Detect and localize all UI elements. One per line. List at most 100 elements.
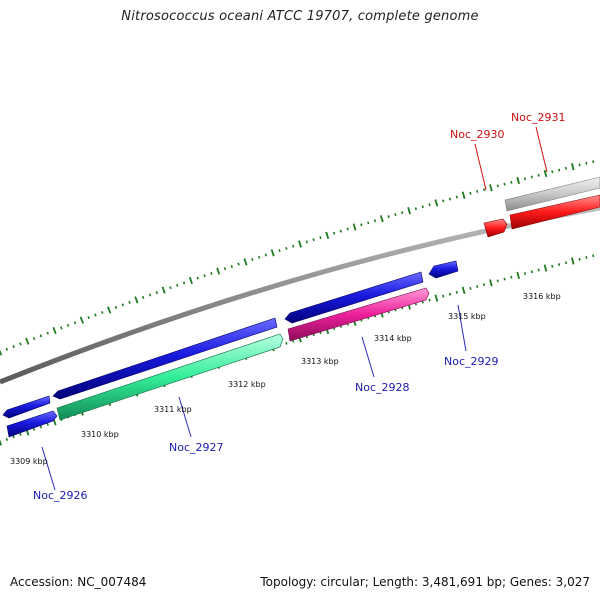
outer-track-minor-tick (312, 238, 315, 242)
outer-track-minor-tick (66, 323, 70, 327)
outer-track-minor-tick (101, 311, 104, 314)
outer-track-minor-tick (367, 221, 370, 225)
inner-track-minor-tick (476, 285, 479, 289)
outer-track-minor-tick (510, 180, 513, 184)
gene-Noc_2926-reverse[interactable] (6, 410, 58, 438)
inner-track-major-tick (571, 257, 575, 265)
outer-track-minor-tick (523, 177, 527, 181)
gene-Noc_2926-forward[interactable] (2, 395, 51, 419)
outer-track-minor-tick (148, 293, 152, 297)
outer-track-minor-tick (476, 189, 479, 193)
outer-track-minor-tick (442, 199, 445, 203)
inner-track-major-tick (461, 286, 466, 295)
label-Noc_2927[interactable]: Noc_2927 (169, 441, 224, 454)
outer-track-major-tick (298, 240, 302, 248)
scale-label-3311: 3311 kbp (154, 405, 192, 414)
outer-track-minor-tick (87, 316, 90, 320)
scale-label-3313: 3313 kbp (301, 357, 339, 366)
outer-track-minor-tick (305, 240, 308, 244)
outer-track-minor-tick (394, 213, 397, 217)
outer-track-minor-tick (373, 219, 377, 223)
outer-track-minor-tick (237, 262, 240, 266)
outer-track-minor-tick (428, 203, 431, 207)
outer-track-minor-tick (169, 286, 172, 290)
outer-track-major-tick (352, 223, 357, 231)
outer-track-minor-tick (332, 231, 336, 235)
gene-blue-forward-long-1[interactable] (52, 317, 278, 400)
inner-track-major-tick (543, 264, 548, 272)
inner-track-minor-tick (469, 286, 472, 290)
leader-Noc_2928 (361, 336, 375, 378)
outer-track-minor-tick (455, 195, 458, 199)
outer-track-minor-tick (278, 249, 281, 253)
inner-track-minor-tick (558, 263, 561, 266)
scale-label-3316: 3316 kbp (523, 292, 561, 301)
outer-track-major-tick (407, 207, 411, 215)
outer-track-minor-tick (230, 264, 233, 268)
leader-Noc_2926 (41, 446, 56, 491)
outer-track-minor-tick (578, 163, 581, 167)
outer-track-minor-tick (176, 283, 179, 287)
outer-track-minor-tick (360, 223, 363, 227)
inner-track-minor-tick (12, 435, 15, 439)
gene-blue-forward-long-2[interactable] (284, 271, 424, 324)
scale-label-3312: 3312 kbp (228, 380, 266, 389)
outer-track-major-tick (79, 316, 84, 324)
outer-track-minor-tick (387, 215, 390, 219)
scale-label-3315: 3315 kbp (448, 312, 486, 321)
label-Noc_2931[interactable]: Noc_2931 (511, 111, 566, 124)
inner-track-minor-tick (448, 292, 452, 296)
outer-track-major-tick (107, 306, 112, 314)
label-Noc_2926[interactable]: Noc_2926 (33, 489, 88, 502)
outer-track-major-tick (188, 276, 193, 285)
inner-track-minor-tick (482, 283, 486, 287)
outer-track-minor-tick (551, 170, 554, 174)
genome-title: Nitrosococcus oceani ATCC 19707, complet… (121, 9, 479, 24)
inner-track-minor-tick (19, 432, 22, 436)
outer-track-major-tick (325, 231, 330, 239)
inner-track-minor-tick (592, 254, 595, 258)
outer-track-minor-tick (285, 246, 288, 250)
label-Noc_2929[interactable]: Noc_2929 (444, 355, 499, 368)
inner-track-minor-tick (442, 294, 445, 298)
outer-track-major-tick (434, 199, 439, 207)
outer-track-minor-tick (46, 331, 49, 335)
outer-track-major-tick (461, 191, 466, 199)
inner-track-minor-tick (32, 427, 36, 431)
gene-red-long[interactable] (509, 194, 600, 230)
outer-track-minor-tick (12, 345, 15, 349)
topology-text: Topology: circular; Length: 3,481,691 bp… (260, 575, 590, 589)
outer-track-minor-tick (114, 305, 118, 309)
outer-track-minor-tick (19, 342, 22, 346)
label-Noc_2930[interactable]: Noc_2930 (450, 128, 505, 141)
outer-track-major-tick (134, 296, 139, 304)
outer-track-minor-tick (39, 334, 43, 338)
gene-Noc_2930[interactable] (483, 218, 508, 238)
outer-track-major-tick (0, 349, 3, 356)
inner-track-minor-tick (578, 257, 581, 261)
inner-track-minor-tick (585, 255, 588, 259)
outer-track-minor-tick (448, 197, 452, 201)
outer-track-minor-tick (401, 211, 404, 215)
gene-Noc_2927[interactable] (56, 333, 284, 421)
label-Noc_2928[interactable]: Noc_2928 (355, 381, 410, 394)
inner-track-minor-tick (510, 275, 513, 279)
outer-track-major-tick (52, 326, 57, 335)
outer-track-minor-tick (292, 244, 295, 248)
outer-track-major-tick (161, 286, 166, 294)
outer-track-major-tick (270, 249, 275, 257)
outer-track-minor-tick (203, 274, 206, 278)
gene-Noc_2931[interactable] (504, 176, 600, 212)
outer-track-minor-tick (558, 168, 561, 172)
inner-track-minor-tick (551, 264, 554, 268)
outer-track-major-tick (243, 258, 248, 266)
inner-track-minor-tick (523, 272, 527, 275)
inner-track-minor-tick (537, 268, 540, 272)
gene-Noc_2928[interactable] (287, 287, 430, 342)
outer-track-minor-tick (339, 229, 343, 233)
outer-track-minor-tick (530, 175, 533, 179)
gene-Noc_2929-forward[interactable] (428, 260, 459, 279)
outer-track-minor-tick (5, 347, 9, 351)
inner-track-minor-tick (46, 422, 49, 426)
